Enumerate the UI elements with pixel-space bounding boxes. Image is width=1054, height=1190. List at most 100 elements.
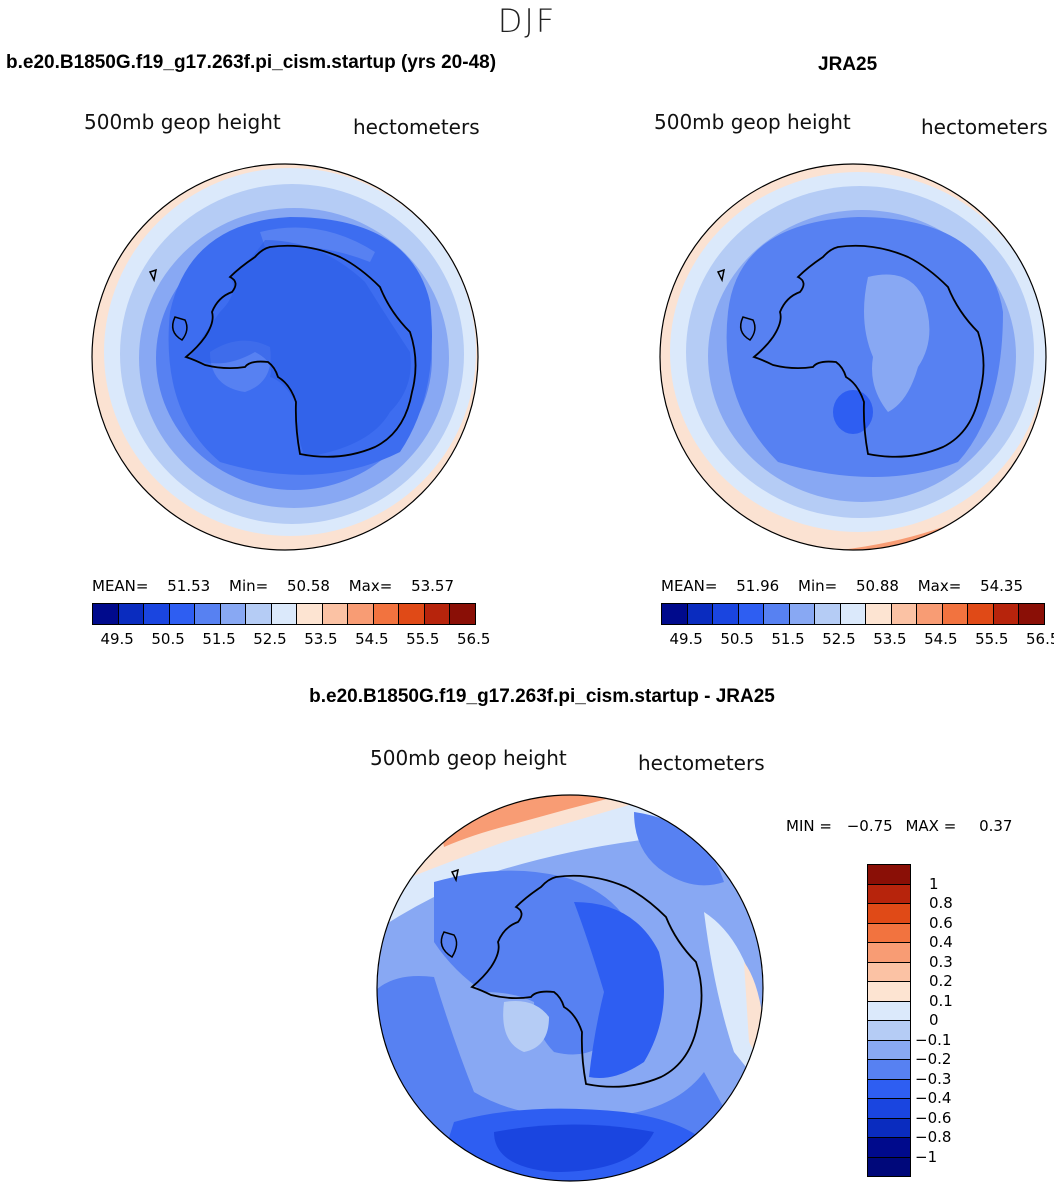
model-colorbar-swatch [246, 604, 272, 624]
model-colorbar-tick-label: 49.5 [100, 630, 134, 648]
model-colorbar-tick-label: 55.5 [406, 630, 440, 648]
diff-colorbar-tick-label: −0.3 [915, 1069, 952, 1088]
obs-colorbar-swatch [968, 604, 994, 624]
diff-map [376, 794, 764, 1182]
diff-colorbar-tick-label: −0.6 [915, 1108, 952, 1127]
diff-colorbar-swatch [868, 1157, 910, 1176]
diff-colorbar-swatch [868, 884, 910, 904]
obs-colorbar-swatch [662, 604, 688, 624]
model-colorbar-swatch [144, 604, 170, 624]
diff-stats: MIN = −0.75 MAX = 0.37 [786, 817, 1012, 835]
model-colorbar-ticks: 49.5 50.5 51.5 52.5 53.5 54.5 55.5 56.5 [92, 630, 490, 650]
obs-colorbar-swatch [942, 604, 969, 624]
diff-colorbar-swatch [868, 943, 910, 963]
obs-variable-label: 500mb geop height [654, 110, 851, 134]
model-map [91, 163, 479, 551]
model-colorbar-tick-label: 51.5 [202, 630, 236, 648]
diff-colorbar-swatch [868, 865, 910, 885]
diff-colorbar-ticks: 1 0.8 0.6 0.4 0.3 0.2 0.1 0 −0.1 −0.2 −0.3 −0.4 −0.6… [915, 864, 995, 1184]
diff-colorbar [867, 864, 911, 1177]
diff-colorbar-tick-label: 0.6 [929, 913, 953, 932]
diff-map-light-right [704, 912, 763, 1092]
model-variable-label: 500mb geop height [84, 110, 281, 134]
obs-min-value: 50.88 [855, 577, 899, 595]
obs-map [659, 163, 1047, 551]
diff-colorbar-swatch [868, 1079, 910, 1099]
model-map-coastline [184, 244, 417, 458]
obs-map-border [659, 163, 1047, 551]
model-colorbar-swatch [373, 604, 400, 624]
obs-min-label: Min= [798, 577, 838, 595]
diff-max-label: MAX = [905, 817, 957, 835]
obs-stats: MEAN= 51.96 Min= 50.88 Max= 54.35 [661, 577, 1023, 595]
diff-map-island [450, 868, 459, 883]
diff-colorbar-swatch [868, 904, 910, 924]
diff-colorbar-swatch [868, 962, 910, 982]
diff-colorbar-tick-label: 0.2 [929, 972, 953, 990]
obs-colorbar-swatch [687, 604, 714, 624]
obs-colorbar-swatch [713, 604, 739, 624]
model-colorbar-swatch [450, 604, 475, 624]
model-max-label: Max= [348, 577, 393, 595]
diff-map-upper-right-blue [634, 812, 724, 886]
diff-colorbar-swatch [868, 1099, 910, 1119]
model-colorbar-swatch [297, 604, 323, 624]
diff-colorbar-tick-label: −1 [915, 1147, 938, 1166]
model-colorbar-tick-label: 56.5 [457, 630, 491, 648]
diff-min-value: −0.75 [846, 817, 893, 835]
model-colorbar-swatch [348, 604, 374, 624]
model-colorbar-swatch [424, 604, 451, 624]
diff-colorbar-tick-label: 0.8 [929, 894, 953, 912]
diff-max-value: 0.37 [979, 817, 1013, 835]
obs-map-core [726, 217, 1003, 477]
obs-colorbar-swatch [891, 604, 918, 624]
obs-colorbar-tick-label: 55.5 [975, 630, 1009, 648]
model-colorbar-tick-label: 52.5 [253, 630, 287, 648]
obs-colorbar-ticks: 49.5 50.5 51.5 52.5 53.5 54.5 55.5 56.5 [661, 630, 1054, 650]
diff-colorbar-tick-label: 1 [929, 874, 939, 893]
diff-colorbar-tick-label: 0.1 [929, 991, 953, 1010]
diff-colorbar-swatch [868, 923, 910, 943]
obs-map-deep-spot [833, 390, 873, 434]
obs-mean-value: 51.96 [736, 577, 780, 595]
diff-colorbar-swatch [868, 982, 910, 1002]
model-colorbar-tick-label: 54.5 [355, 630, 389, 648]
model-colorbar-tick-label: 50.5 [151, 630, 185, 648]
diff-colorbar-tick-label: −0.4 [915, 1089, 952, 1107]
diff-colorbar-swatch [868, 1040, 910, 1060]
obs-colorbar-swatch [917, 604, 943, 624]
model-map-upper-patch [260, 227, 375, 262]
diff-colorbar-swatch [868, 1118, 910, 1138]
model-map-border [91, 163, 479, 551]
model-colorbar-swatch [118, 604, 145, 624]
obs-panel-title: JRA25 [818, 54, 878, 75]
model-colorbar-swatch [169, 604, 196, 624]
model-colorbar-swatch [271, 604, 298, 624]
obs-colorbar-tick-label: 53.5 [873, 630, 907, 648]
diff-colorbar-swatch [868, 1138, 910, 1158]
obs-colorbar-swatch [738, 604, 765, 624]
diff-colorbar-swatch [868, 1001, 910, 1021]
diff-map-deepest [494, 1124, 654, 1172]
obs-colorbar [661, 603, 1045, 625]
obs-colorbar-swatch [866, 604, 892, 624]
diff-colorbar-tick-label: −0.8 [915, 1128, 952, 1146]
model-panel-title: b.e20.B1850G.f19_g17.263f.pi_cism.startu… [6, 52, 497, 73]
obs-colorbar-swatch [993, 604, 1020, 624]
obs-max-label: Max= [917, 577, 962, 595]
model-stats: MEAN= 51.53 Min= 50.58 Max= 53.57 [92, 577, 454, 595]
obs-colorbar-tick-label: 52.5 [822, 630, 856, 648]
diff-colorbar-tick-label: 0.3 [929, 952, 953, 971]
model-mean-value: 51.53 [167, 577, 211, 595]
diff-units-label: hectometers [638, 751, 765, 775]
obs-map-coastline [752, 244, 985, 458]
obs-max-value: 54.35 [980, 577, 1024, 595]
model-units-label: hectometers [353, 115, 480, 139]
season-title: DJF [497, 2, 557, 40]
diff-colorbar-tick-label: −0.1 [915, 1030, 952, 1049]
obs-colorbar-tick-label: 56.5 [1026, 630, 1054, 648]
diff-colorbar-tick-label: −0.2 [915, 1050, 952, 1068]
obs-map-inner-high [864, 274, 930, 412]
diff-min-label: MIN = [786, 817, 832, 835]
diff-map-inner-light [503, 1001, 549, 1052]
